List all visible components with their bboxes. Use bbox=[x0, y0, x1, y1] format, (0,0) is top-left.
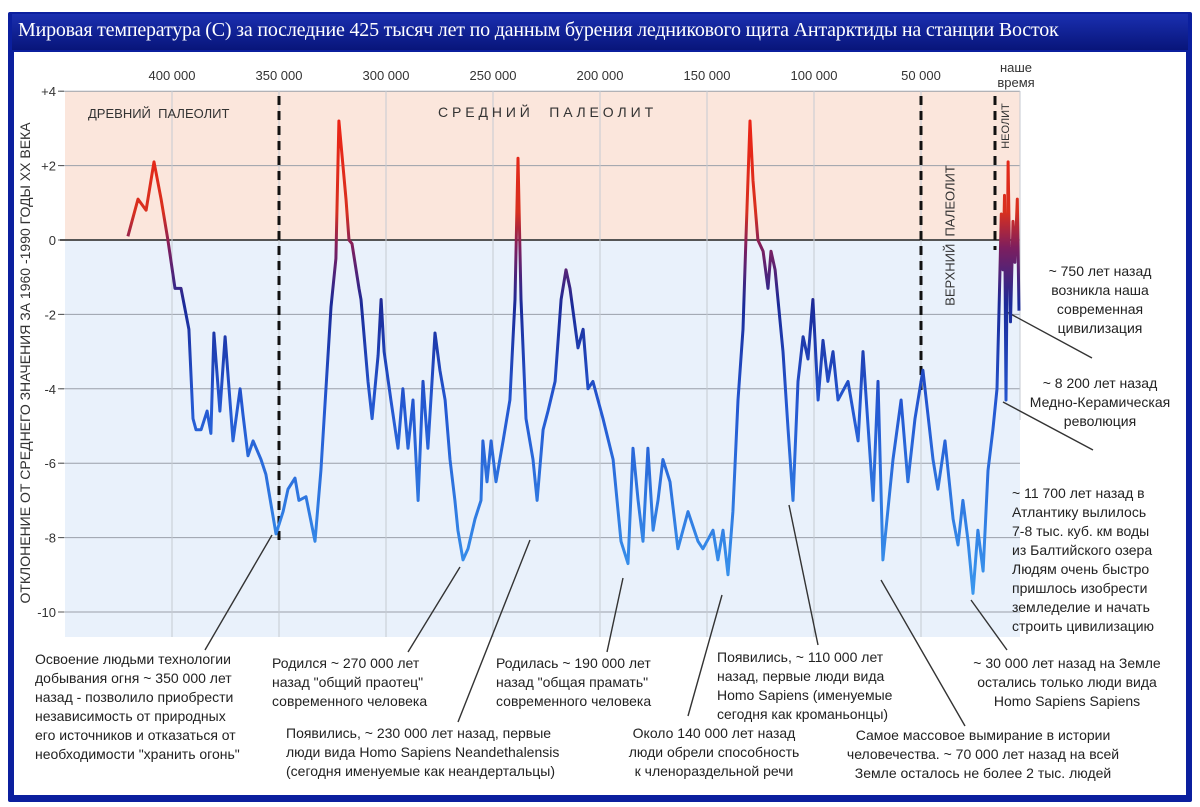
x-tick-label: 200 000 bbox=[577, 68, 624, 83]
annotation-neanderthal: Появились, ~ 230 000 лет назад, первые л… bbox=[286, 725, 560, 779]
grid bbox=[60, 90, 1021, 637]
annotation-leader-line bbox=[457, 539, 531, 723]
y-tick-label: -8 bbox=[44, 531, 56, 546]
x-tick-label: 300 000 bbox=[363, 68, 410, 83]
period-label-lower-paleolithic: ДРЕВНИЙ ПАЛЕОЛИТ bbox=[88, 106, 230, 121]
x-tick-label: 100 000 bbox=[791, 68, 838, 83]
annotation-leaders bbox=[204, 311, 1094, 727]
annotation-leader-line bbox=[606, 577, 624, 653]
y-tick-label: +2 bbox=[41, 159, 56, 174]
annotation-leader-line bbox=[880, 579, 966, 727]
y-tick-label: -4 bbox=[44, 382, 56, 397]
annotation-cromagnon: Появились, ~ 110 000 лет назад, первые л… bbox=[717, 649, 893, 722]
title-bar bbox=[12, 14, 1188, 50]
x-tick-label: 350 000 bbox=[256, 68, 303, 83]
x-tick-label: 250 000 bbox=[470, 68, 517, 83]
period-label-upper-paleolithic: ВЕРХНИЙ ПАЛЕОЛИТ bbox=[942, 165, 958, 306]
y-tick-label: -10 bbox=[37, 605, 56, 620]
x-axis-ticks: 400 000 350 000 300 000 250 000 200 000 150 0… bbox=[149, 68, 941, 83]
y-tick-label: -2 bbox=[44, 307, 56, 322]
annotation-sapiens: ~ 30 000 лет назад на Земле остались тол… bbox=[973, 655, 1161, 709]
annotation-leader-line bbox=[407, 566, 461, 653]
annotation-civilization: ~ 750 лет назад возникла наша современна… bbox=[1048, 263, 1152, 336]
annotation-leader-line bbox=[1002, 401, 1094, 451]
annotation-fire: Освоение людьми технологии добывания огн… bbox=[35, 651, 240, 762]
annotation-leader-line bbox=[687, 594, 723, 717]
y-axis-label: ОТКЛОНЕНИЕ ОТ СРЕДНЕГО ЗНАЧЕНИЯ ЗА 1960 … bbox=[17, 122, 33, 604]
x-tick-label: 400 000 bbox=[149, 68, 196, 83]
period-label-neolithic: НЕОЛИТ bbox=[1000, 103, 1012, 149]
chart-title: Мировая температура (С) за последние 425… bbox=[18, 19, 1059, 41]
y-axis-ticks: +4 +2 0 -2 -4 -6 -8 -10 bbox=[37, 84, 64, 620]
annotation-extinction: Самое массовое вымирание в истории челов… bbox=[846, 727, 1120, 781]
annotation-leader-line bbox=[1006, 311, 1093, 359]
y-tick-label: +4 bbox=[41, 84, 56, 99]
y-tick-label: 0 bbox=[49, 233, 56, 248]
period-label-middle-paleolithic: С Р Е Д Н И Й П А Л Е О Л И Т bbox=[438, 104, 654, 120]
period-boundaries bbox=[277, 96, 997, 540]
annotation-baltic: ~ 11 700 лет назад в Атлантику вылилось … bbox=[1012, 485, 1155, 634]
x-tick-label: 150 000 bbox=[684, 68, 731, 83]
annotation-ancestor: Родился ~ 270 000 лет назад "общий праот… bbox=[272, 655, 428, 709]
annotation-leader-line bbox=[970, 599, 1008, 651]
annotation-speech: Около 140 000 лет назад люди обрели спос… bbox=[628, 725, 800, 779]
annotation-leader-line bbox=[204, 534, 273, 651]
x-tick-label: 50 000 bbox=[901, 68, 941, 83]
annotation-leader-line bbox=[788, 504, 819, 646]
x-end-label: наше время bbox=[997, 60, 1035, 90]
annotation-ancestress: Родилась ~ 190 000 лет назад "общая прам… bbox=[496, 655, 652, 709]
temperature-line bbox=[126, 119, 1021, 595]
y-tick-label: -6 bbox=[44, 456, 56, 471]
annotation-copper: ~ 8 200 лет назад Медно-Керамическая рев… bbox=[1029, 375, 1171, 429]
